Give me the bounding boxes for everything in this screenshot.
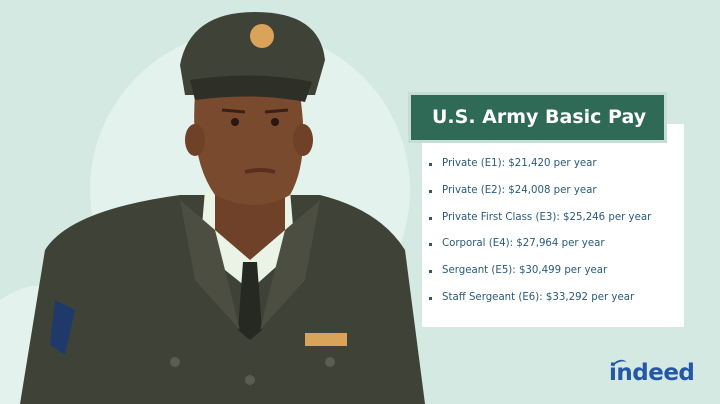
list-item: Staff Sergeant (E6): $33,292 per year xyxy=(428,292,651,319)
list-item: Private First Class (E3): $25,246 per ye… xyxy=(428,212,651,239)
list-item: Private (E2): $24,008 per year xyxy=(428,185,651,212)
list-item: Private (E1): $21,420 per year xyxy=(428,158,651,185)
list-item: Sergeant (E5): $30,499 per year xyxy=(428,265,651,292)
card-title: U.S. Army Basic Pay xyxy=(408,92,667,143)
list-item: Corporal (E4): $27,964 per year xyxy=(428,238,651,265)
indeed-logo: indeed xyxy=(609,360,695,386)
pay-card xyxy=(422,124,684,327)
pay-list: Private (E1): $21,420 per year Private (… xyxy=(428,158,651,319)
